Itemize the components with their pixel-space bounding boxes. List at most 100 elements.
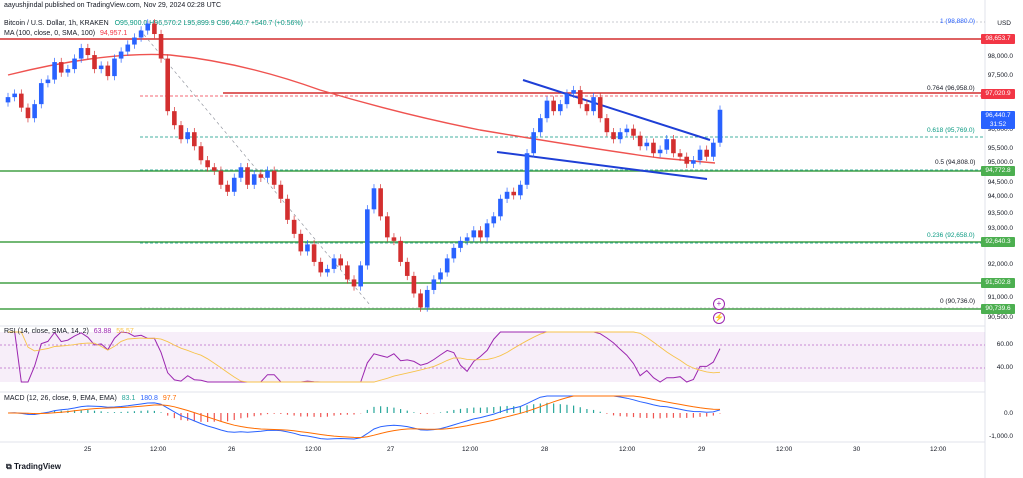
candle-body — [564, 93, 570, 105]
add-alert-button[interactable]: + — [713, 298, 725, 310]
candle-body — [251, 174, 257, 185]
candle-body — [544, 100, 550, 119]
candle-body — [398, 240, 403, 262]
ma-legend[interactable]: MA (100, close, 0, SMA, 100) 94,957.1 — [4, 30, 127, 37]
candle-body — [384, 216, 390, 238]
candle-body — [32, 104, 37, 119]
price-axis-label: 98,000.0 — [987, 53, 1013, 60]
candle-body — [192, 132, 197, 147]
candle-body — [484, 223, 490, 238]
candle-body — [132, 37, 137, 45]
candle-body — [711, 142, 716, 157]
fib-label-0: 0 (90,736.0) — [940, 298, 976, 305]
candlestick-series — [5, 19, 723, 312]
candle-body — [125, 44, 131, 52]
price-axis-label: 90,500.0 — [987, 314, 1013, 321]
candle-body — [325, 268, 330, 273]
candle-body — [704, 149, 709, 157]
candle-body — [451, 247, 457, 259]
price-tag-98653: 98,653.7 — [981, 34, 1015, 44]
rsi-legend[interactable]: RSI (14, close, SMA, 14, 2) 63.88 55.57 — [4, 328, 134, 335]
fib-label-0236: 0.236 (92,658.0) — [927, 232, 975, 239]
macd-v3: 97.7 — [162, 395, 177, 402]
candle-body — [291, 219, 297, 234]
candle-body — [231, 177, 237, 192]
rsi-axis-60: 60.00 — [996, 341, 1013, 348]
symbol-info: Bitcoin / U.S. Dollar, 1h, KRAKEN O95,90… — [4, 20, 303, 27]
tradingview-logo[interactable]: ⧉ TradingView — [6, 462, 61, 472]
macd-legend[interactable]: MACD (12, 26, close, 9, EMA, EMA) 83.1 1… — [4, 395, 176, 402]
candle-body — [504, 191, 510, 199]
candle-body — [471, 230, 477, 238]
time-axis-label: 12:00 — [305, 446, 322, 453]
candle-body — [464, 237, 470, 241]
candle-body — [331, 258, 337, 269]
fib-label-05: 0.5 (94,808.0) — [935, 159, 976, 166]
candle-body — [98, 65, 104, 70]
candle-body — [577, 90, 583, 105]
candle-body — [631, 128, 636, 136]
candle-body — [225, 184, 230, 192]
candle-body — [524, 153, 530, 185]
time-axis-label: 12:00 — [150, 446, 167, 453]
brand-name: TradingView — [13, 462, 61, 471]
candle-body — [717, 109, 723, 143]
candle-body — [278, 184, 284, 199]
candle-body — [158, 34, 164, 59]
time-axis-label: 12:00 — [619, 446, 636, 453]
currency-label: USD — [997, 20, 1011, 27]
time-axis-label: 12:00 — [776, 446, 793, 453]
candle-body — [651, 142, 656, 154]
candle-body — [172, 111, 177, 126]
candle-body — [684, 156, 690, 164]
candle-body — [45, 79, 51, 84]
candle-body — [298, 233, 304, 252]
candle-body — [424, 289, 430, 308]
lightning-button[interactable]: ⚡ — [713, 312, 725, 324]
macd-axis-neg1000: -1,000.0 — [989, 433, 1013, 440]
fib-label-0618: 0.618 (95,769.0) — [927, 127, 975, 134]
rsi-line — [8, 331, 721, 383]
ma-curve — [7, 53, 716, 164]
price-axis-label: 93,500.0 — [987, 210, 1013, 217]
candle-body — [637, 135, 643, 147]
candle-body — [444, 258, 450, 273]
candle-body — [438, 272, 443, 280]
candle-body — [105, 65, 111, 77]
candle-body — [458, 240, 463, 248]
candle-body — [338, 258, 344, 266]
candle-body — [644, 142, 650, 147]
candle-body — [597, 97, 603, 119]
candle-body — [245, 167, 250, 185]
candle-body — [657, 149, 663, 154]
candle-body — [52, 62, 57, 80]
candle-body — [198, 146, 204, 161]
candle-body — [511, 191, 517, 196]
trendline-upper — [522, 79, 711, 141]
trendline-lower — [496, 151, 708, 180]
candle-body — [238, 167, 244, 178]
candle-body — [345, 265, 350, 280]
macd-label: MACD (12, 26, close, 9, EMA, EMA) — [4, 395, 117, 402]
candle-body — [305, 244, 310, 252]
candle-body — [285, 198, 290, 220]
candle-body — [178, 125, 184, 140]
candle-body — [378, 188, 383, 217]
price-tag-97020: 97,020.9 — [981, 89, 1015, 99]
candle-body — [211, 167, 217, 171]
candle-body — [664, 139, 670, 150]
ohlc-values: O95,900.0 H96,570.2 L95,899.9 C96,440.7 … — [114, 20, 303, 27]
candle-body — [38, 83, 44, 105]
macd-v1: 83.1 — [121, 395, 136, 402]
price-axis-label: 95,000.0 — [987, 159, 1013, 166]
candle-body — [351, 279, 357, 287]
price-tag-91502: 91,502.8 — [981, 278, 1015, 288]
candle-body — [92, 55, 97, 70]
candle-body — [19, 93, 24, 108]
candle-body — [411, 275, 417, 294]
rsi-label: RSI (14, close, SMA, 14, 2) — [4, 328, 89, 335]
candle-body — [271, 170, 277, 185]
candle-body — [697, 149, 703, 161]
candle-body — [265, 170, 270, 178]
